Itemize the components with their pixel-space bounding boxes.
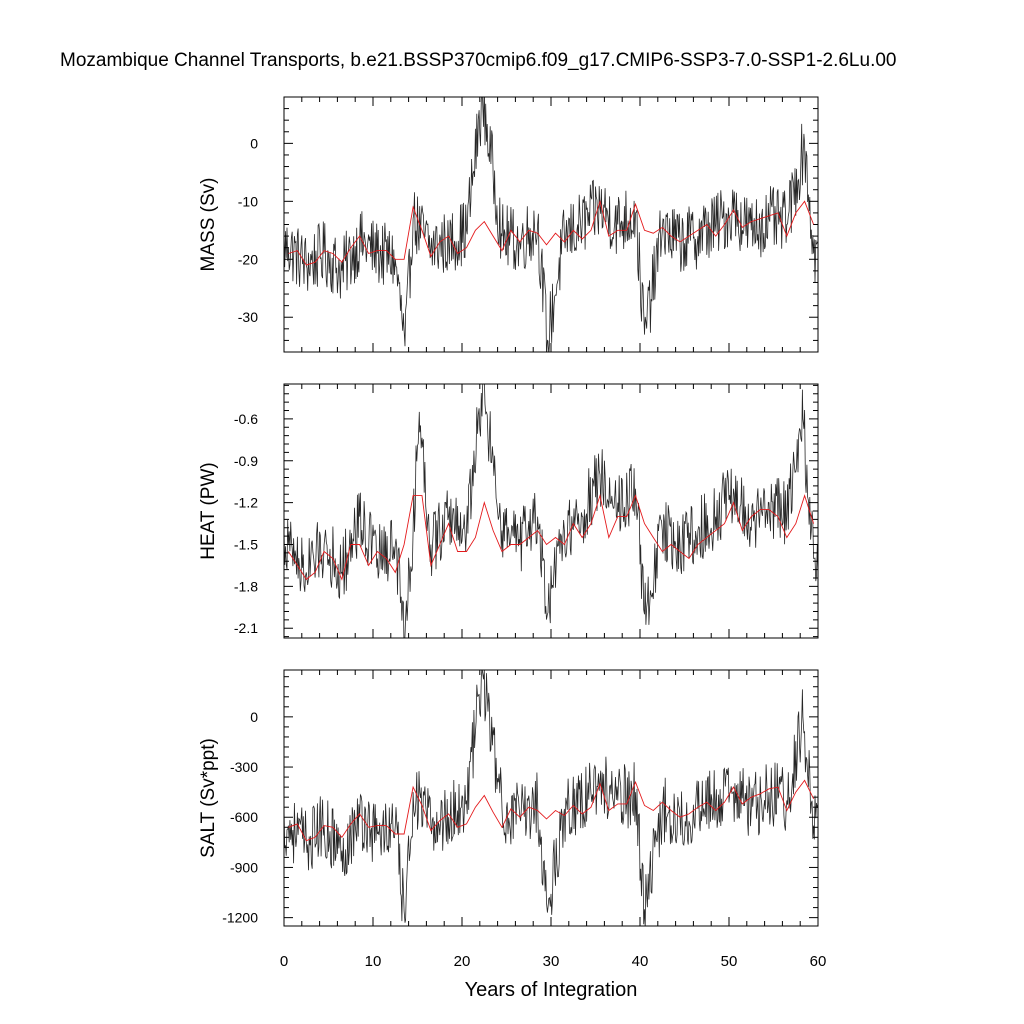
- x-tick-label: 10: [365, 953, 382, 970]
- y-tick-label: -1200: [222, 910, 258, 926]
- y-axis-label: MASS (Sv): [198, 178, 219, 272]
- series-line-annual: [288, 779, 815, 842]
- y-tick-label: -0.6: [234, 411, 258, 427]
- x-tick-label: 20: [454, 953, 471, 970]
- y-axis-label: HEAT (PW): [198, 462, 219, 559]
- y-tick-label: 0: [250, 709, 258, 725]
- x-axis-label: Years of Integration: [465, 979, 638, 1001]
- y-tick-label: -30: [238, 309, 258, 325]
- x-tick-label: 60: [810, 953, 827, 970]
- y-tick-label: -600: [230, 809, 258, 825]
- x-tick-label: 0: [280, 953, 288, 970]
- series-line-annual: [288, 493, 815, 581]
- y-tick-label: -2.1: [234, 620, 258, 636]
- y-tick-label: 0: [250, 135, 258, 151]
- series-line-monthly: [284, 384, 818, 638]
- y-axis-label: SALT (Sv*ppt): [198, 738, 219, 858]
- y-tick-label: -1.2: [234, 495, 258, 511]
- panel-1: 0 -10 -20 -30 MASS (Sv): [198, 96, 819, 353]
- y-tick-label: -1.5: [234, 536, 258, 552]
- figure-title: Mozambique Channel Transports, b.e21.BSS…: [60, 50, 896, 71]
- series-line-monthly: [284, 670, 818, 926]
- y-tick-label: -300: [230, 759, 258, 775]
- x-tick-label: 40: [632, 953, 649, 970]
- y-tick-label: -20: [238, 251, 258, 267]
- y-tick-label: -1.8: [234, 578, 258, 594]
- y-tick-label: -10: [238, 193, 258, 209]
- x-tick-label: 50: [721, 953, 738, 970]
- series-line-annual: [288, 199, 815, 266]
- y-tick-label: -0.9: [234, 453, 258, 469]
- y-tick-label: -900: [230, 859, 258, 875]
- panel-3: 0 -300 -600 -900 -1200 SALT (Sv*ppt) 0 10 20 30 40…: [198, 669, 827, 970]
- x-tick-label: 30: [543, 953, 560, 970]
- panel-2: -0.6 -0.9 -1.2 -1.5 -1.8 -2.1 HEAT (PW): [198, 383, 819, 639]
